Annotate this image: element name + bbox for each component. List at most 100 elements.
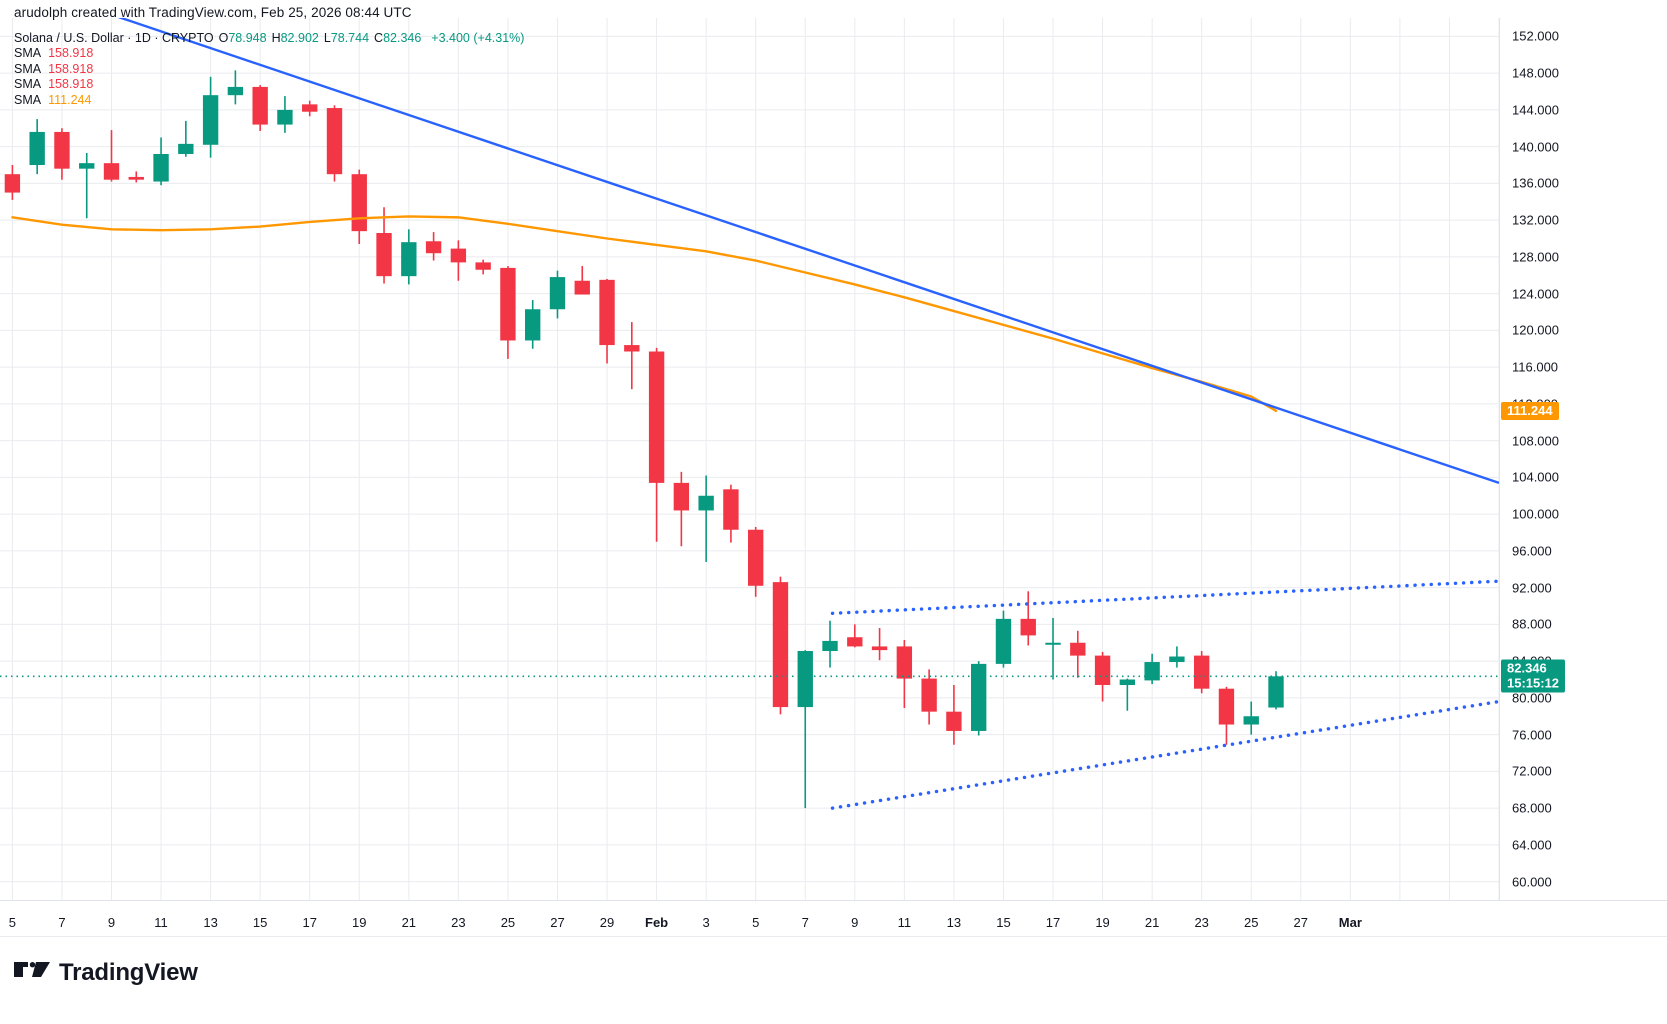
time-axis-tick: 3	[702, 915, 710, 930]
time-axis-tick: 5	[752, 915, 760, 930]
candlestick	[1194, 651, 1210, 694]
price-axis-tick: 148.000	[1512, 65, 1559, 81]
candlestick	[401, 229, 417, 285]
price-axis-tick: 140.000	[1512, 139, 1559, 155]
time-axis-tick: 7	[801, 915, 809, 930]
last-price-badge[interactable]: 82.346 15:15:12	[1501, 659, 1566, 693]
price-axis-tick: 152.000	[1512, 28, 1559, 44]
time-axis-tick: 7	[58, 915, 66, 930]
candlestick	[673, 471, 690, 547]
price-axis-tick: 96.000	[1512, 543, 1552, 559]
price-axis-tick: 116.000	[1512, 359, 1559, 375]
legend-symbol-row[interactable]: Solana / U.S. Dollar · 1D · CRYPTO O 78.…	[14, 30, 524, 46]
candlestick	[847, 624, 863, 648]
price-axis-tick: 88.000	[1512, 616, 1552, 632]
price-axis-tick: 120.000	[1512, 322, 1559, 338]
candlestick	[896, 639, 913, 708]
tradingview-logo[interactable]: TradingView	[14, 959, 198, 987]
candlestick	[1218, 686, 1235, 745]
candlestick	[202, 76, 219, 158]
candlestick	[252, 85, 268, 132]
candlestick	[1169, 646, 1185, 668]
candlestick	[971, 661, 987, 736]
time-axis-tick: 5	[8, 915, 16, 930]
time-axis-tick: 29	[599, 915, 615, 930]
legend-open-value: 78.948	[228, 30, 267, 45]
candlestick	[29, 119, 45, 175]
legend-indicator-name: SMA	[14, 46, 42, 61]
last-price-badge-countdown: 15:15:12	[1507, 675, 1560, 691]
candlestick	[946, 685, 962, 745]
candlestick	[500, 266, 516, 359]
candlestick	[1070, 630, 1086, 678]
price-axis-tick: 136.000	[1512, 175, 1559, 191]
candlestick	[4, 165, 21, 200]
candlestick	[178, 120, 194, 157]
legend-indicator-value: 158.918	[48, 61, 94, 76]
candlestick	[475, 259, 491, 275]
candlestick	[1243, 701, 1259, 735]
price-axis-tick: 132.000	[1512, 212, 1559, 228]
descending-trendline[interactable]	[67, 18, 1499, 485]
candlestick	[450, 240, 467, 281]
candlestick	[128, 171, 144, 183]
candlestick	[624, 322, 640, 390]
legend-close-value: 82.346	[383, 30, 422, 45]
wedge-lower-trendline[interactable]	[830, 699, 1500, 810]
chart-grid	[0, 18, 1499, 900]
time-axis-tick: 11	[897, 915, 912, 930]
legend-indicator-row[interactable]: SMA 158.918	[14, 77, 524, 93]
candlestick	[1268, 671, 1284, 710]
price-axis-tick: 72.000	[1512, 763, 1552, 779]
attribution-text: arudolph created with TradingView.com, F…	[14, 5, 412, 20]
time-axis-tick: 25	[1243, 915, 1259, 930]
legend-indicator-list: SMA 158.918 SMA 158.918 SMA 158.918 SMA 111.244	[14, 46, 524, 108]
candlestick	[376, 207, 392, 284]
time-axis-tick: 15	[252, 915, 268, 930]
wedge-upper-trendline[interactable]	[830, 579, 1500, 616]
chart-footer: TradingView	[0, 936, 1667, 1024]
time-axis-tick: Mar	[1338, 915, 1362, 930]
time-axis-tick: 11	[154, 915, 168, 930]
legend-indicator-value: 111.244	[48, 92, 92, 107]
price-axis-tick: 144.000	[1512, 102, 1559, 118]
price-axis-tick: 128.000	[1512, 249, 1559, 265]
time-axis-tick: 13	[946, 915, 962, 930]
legend-low-label: L	[323, 30, 331, 45]
candlestick	[351, 169, 367, 245]
time-axis-tick: 27	[1293, 915, 1309, 930]
price-axis[interactable]: 152.000 148.000 144.000 140.000 136.000 132.0…	[1499, 18, 1667, 900]
time-axis-tick: Feb	[645, 915, 669, 930]
legend-indicator-name: SMA	[14, 77, 42, 92]
price-axis-tick: 104.000	[1512, 469, 1559, 485]
legend-indicator-row[interactable]: SMA 111.244	[14, 92, 524, 108]
time-axis-tick: 17	[1045, 915, 1061, 930]
time-axis[interactable]: 5 7 9 11 13 15 17 19 21 23 25 27 29 Feb 3 5 7 9 11 13 15 17 19…	[0, 900, 1667, 936]
price-axis-tick: 92.000	[1512, 580, 1552, 596]
legend-indicator-row[interactable]: SMA 158.918	[14, 46, 524, 62]
time-axis-tick: 19	[1095, 915, 1110, 930]
time-axis-tick: 15	[996, 915, 1011, 930]
sma-price-badge[interactable]: 111.244	[1501, 401, 1559, 420]
price-axis-tick: 80.000	[1512, 690, 1552, 706]
legend-indicator-row[interactable]: SMA 158.918	[14, 61, 524, 77]
legend-close-label: C	[374, 30, 384, 45]
candlestick	[103, 130, 120, 182]
legend-low-value: 78.744	[330, 30, 370, 45]
last-price-badge-value: 82.346	[1507, 660, 1547, 676]
candlestick	[326, 105, 343, 182]
legend-indicator-name: SMA	[14, 92, 42, 107]
candlestick	[1144, 653, 1160, 685]
legend-indicator-value: 158.918	[48, 46, 94, 61]
tradingview-logo-icon	[14, 961, 50, 977]
chart-pane[interactable]	[0, 18, 1499, 900]
candlestick	[549, 270, 566, 319]
time-axis-tick: 27	[550, 915, 565, 930]
sma-overlay-line	[11, 215, 1278, 413]
candlestick	[648, 347, 665, 542]
candlestick	[599, 278, 615, 364]
candlestick	[525, 300, 541, 349]
legend-open-label: O	[218, 30, 229, 45]
tradingview-logo-text: TradingView	[59, 959, 198, 986]
candlestick	[1119, 678, 1136, 711]
